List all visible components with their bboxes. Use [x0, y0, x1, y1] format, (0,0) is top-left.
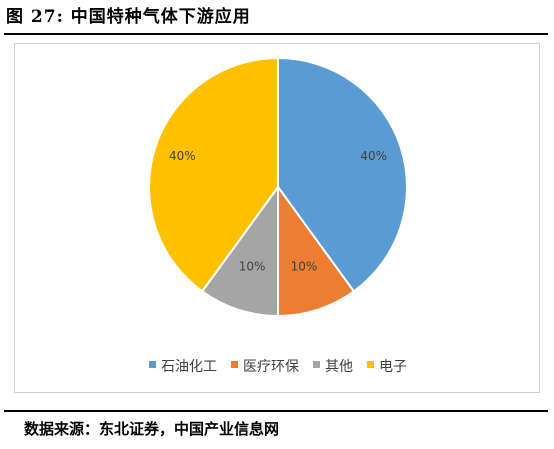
legend-label-1: 石油化工	[161, 359, 217, 375]
legend-swatch-1	[149, 361, 156, 368]
legend-item-1: 石油化工	[149, 359, 217, 375]
source-note: 数据来源：东北证券，中国产业信息网	[24, 420, 280, 438]
pie-chart: 40% 10% 10% 40% 石油化工 医疗环保 其他 电子	[148, 56, 408, 375]
pie-slice-4	[148, 56, 279, 293]
legend-item-4: 电子	[367, 359, 407, 375]
legend: 石油化工 医疗环保 其他 电子	[149, 359, 407, 375]
slice-data-label-4: 40%	[169, 149, 196, 163]
slice-data-label-1: 40%	[360, 149, 387, 163]
legend-label-4: 电子	[379, 359, 407, 375]
legend-item-3: 其他	[313, 359, 353, 375]
pie-slice-3	[200, 183, 279, 318]
slice-data-label-2: 10%	[291, 260, 318, 274]
legend-swatch-2	[231, 361, 238, 368]
slice-data-label-3: 10%	[239, 260, 266, 274]
legend-label-3: 其他	[325, 359, 353, 375]
bottom-rule	[4, 410, 548, 412]
pie-slice-1	[277, 56, 408, 293]
top-rule	[4, 33, 548, 35]
legend-swatch-3	[313, 361, 320, 368]
legend-item-2: 医疗环保	[231, 359, 299, 375]
pie-slice-labels: 40% 10% 10% 40%	[169, 149, 387, 274]
legend-label-2: 医疗环保	[243, 359, 299, 375]
figure-title: 图 27: 中国特种气体下游应用	[6, 7, 251, 27]
pie-slices	[148, 56, 408, 318]
chart-frame: 40% 10% 10% 40% 石油化工 医疗环保 其他 电子	[14, 43, 540, 393]
legend-swatch-4	[367, 361, 374, 368]
pie-slice-2	[277, 183, 356, 318]
